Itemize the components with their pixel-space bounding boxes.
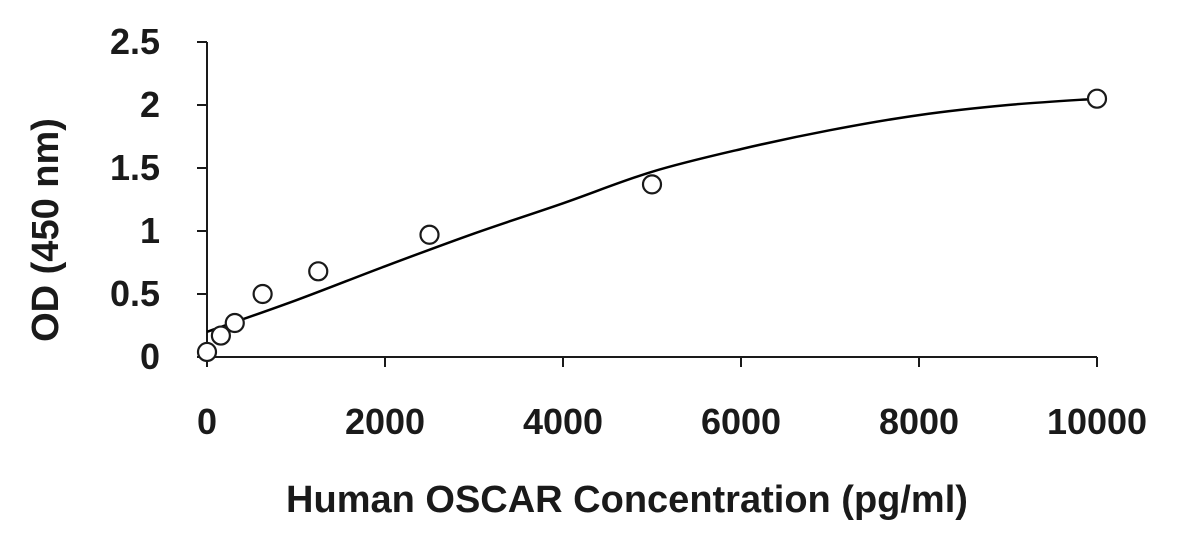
axes: 0 0.5 1 1.5 2 2.5 0 2000 4000 6000 8000 10000 [110,21,1147,442]
y-axis-title: OD (450 nm) [25,118,67,342]
data-point [196,341,218,363]
data-point [224,312,245,334]
x-axis-title: Human OSCAR Concentration (pg/ml) [286,479,968,521]
x-tick-label: 2000 [345,401,425,442]
x-tick-label: 4000 [523,401,603,442]
y-tick-label: 1 [140,210,160,251]
x-tick-label: 8000 [879,401,959,442]
y-tick-label: 0 [140,336,160,377]
data-point [419,224,440,245]
data-point [210,325,231,346]
fit-curve-layer [206,97,1098,333]
data-point [308,261,329,282]
data-point [641,174,663,195]
fit-curve [206,97,1098,333]
y-tick-label: 0.5 [110,273,160,314]
data-points-layer [196,88,1108,363]
y-tick-label: 1.5 [110,147,160,188]
x-tick-label: 10000 [1047,401,1147,442]
y-tick-label: 2 [140,84,160,125]
data-point [252,283,273,305]
data-point [1086,88,1108,109]
x-tick-label: 0 [197,401,217,442]
x-tick-label: 6000 [701,401,781,442]
y-tick-label: 2.5 [110,21,160,62]
